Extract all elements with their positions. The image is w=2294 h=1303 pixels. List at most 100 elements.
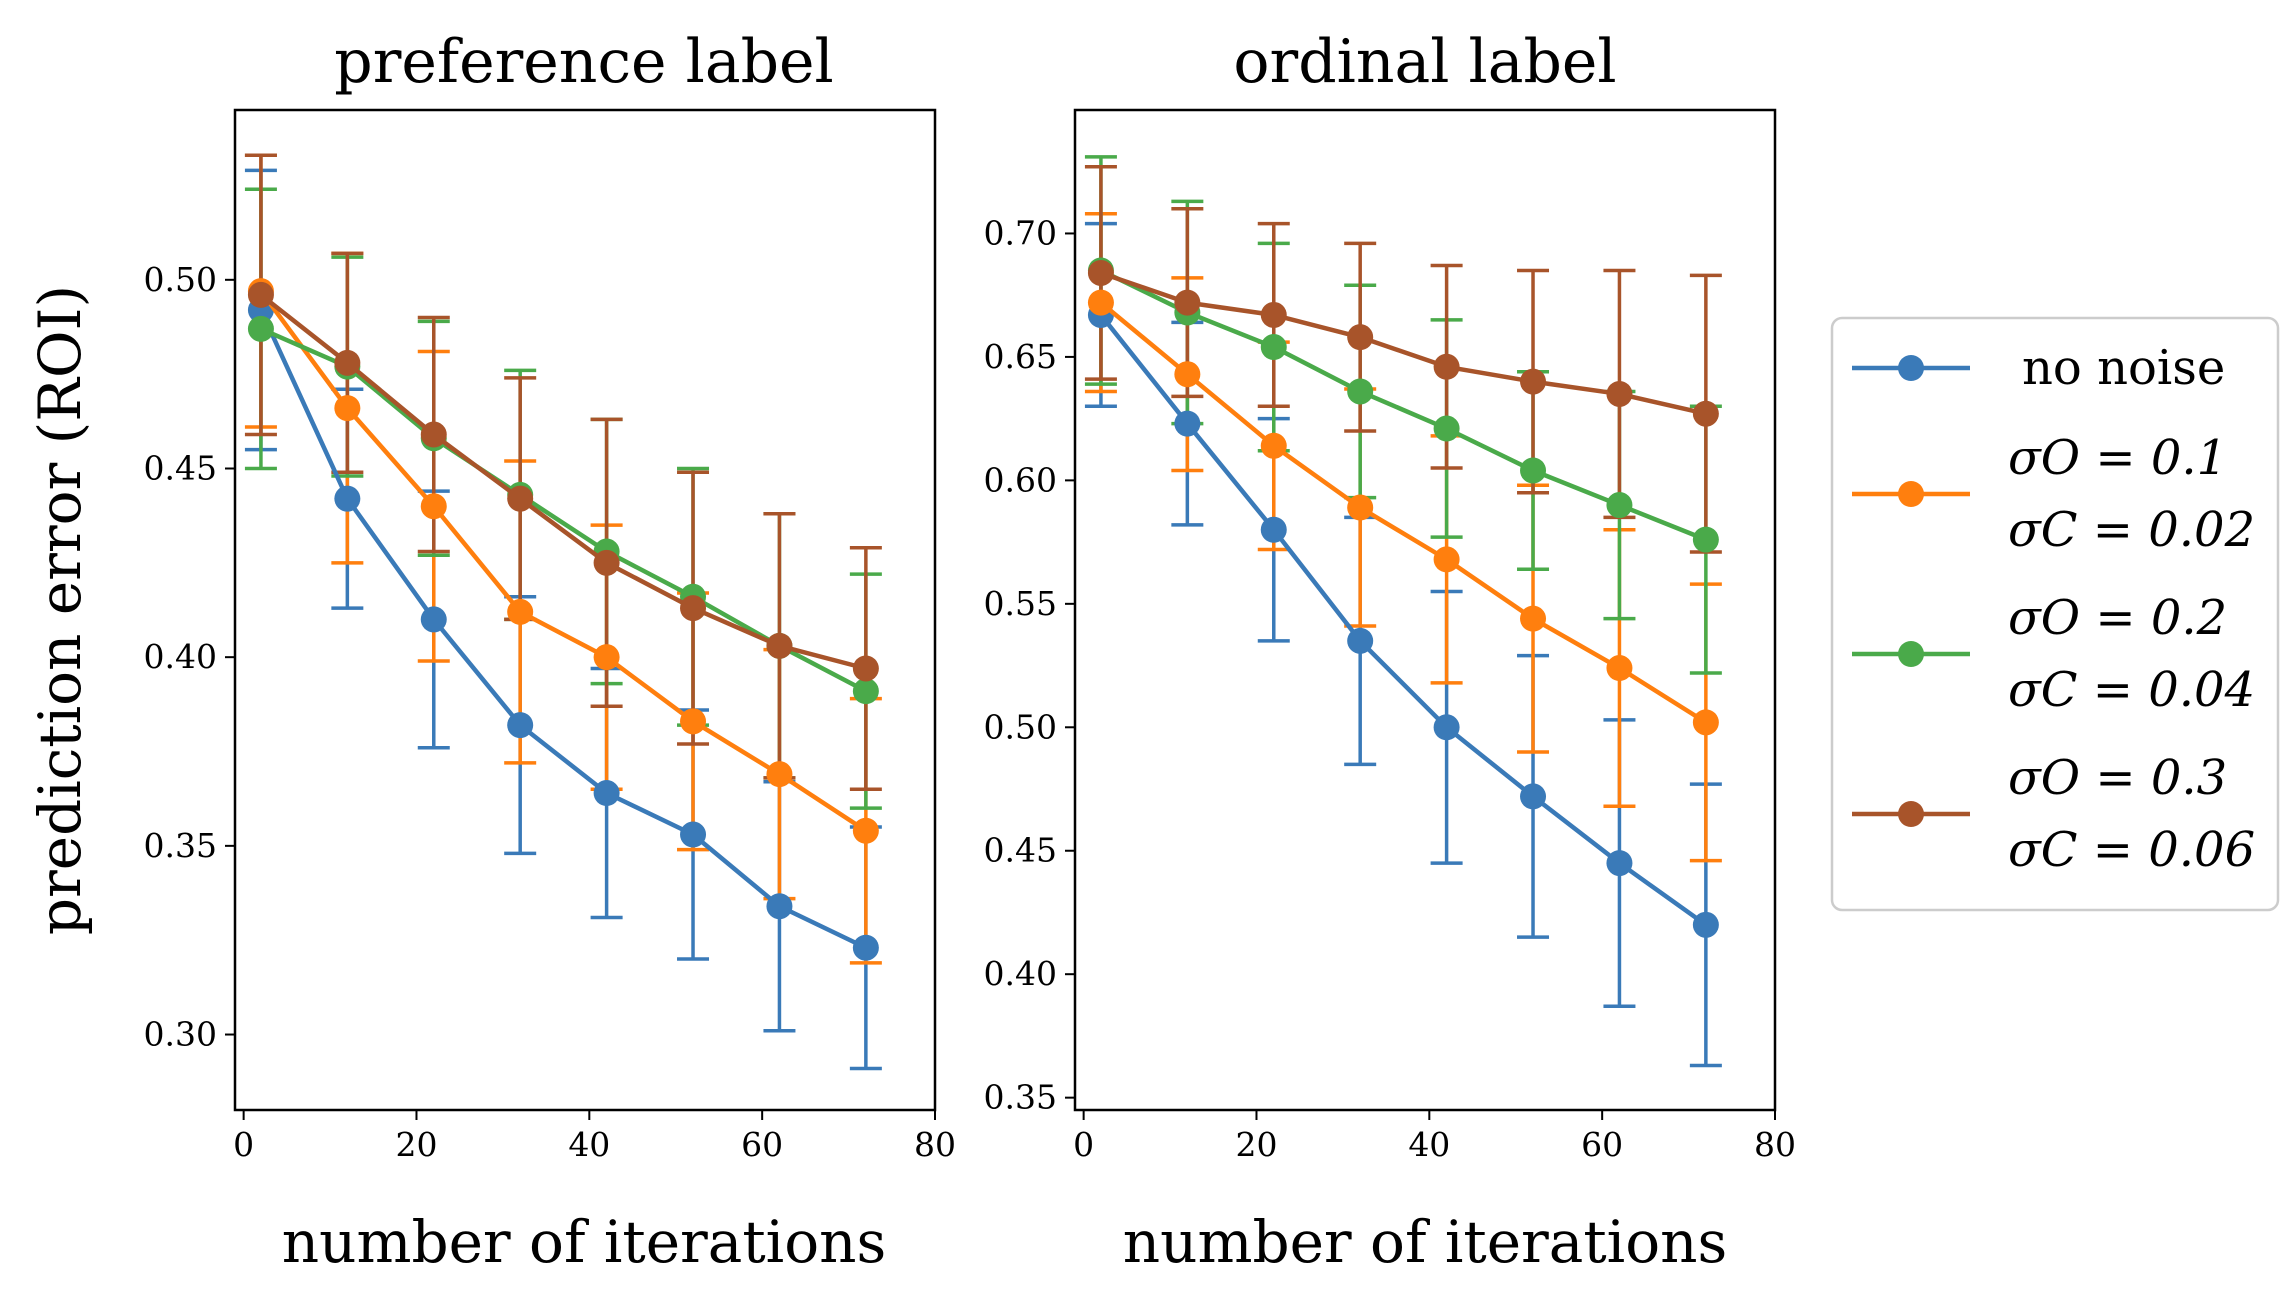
data-point xyxy=(1433,714,1460,741)
data-point xyxy=(1606,655,1633,682)
data-point xyxy=(1260,301,1287,328)
data-point xyxy=(1347,494,1374,521)
data-point xyxy=(1174,361,1201,388)
legend-label-line1: σO = 0.2 xyxy=(2008,590,2227,646)
data-point xyxy=(852,678,879,705)
chart-ordinal-label: ordinal label number of iterations 0 20 40… xyxy=(984,27,1796,1276)
data-point xyxy=(593,549,620,576)
data-point xyxy=(852,934,879,961)
data-point xyxy=(247,315,274,342)
x-tick-label: 40 xyxy=(1408,1125,1450,1164)
legend-label-line2: σC = 0.02 xyxy=(2008,502,2255,558)
data-point xyxy=(1433,546,1460,573)
data-point xyxy=(1347,324,1374,351)
data-point xyxy=(1606,492,1633,519)
data-point xyxy=(766,893,793,920)
data-point xyxy=(593,644,620,671)
y-tick-label: 0.35 xyxy=(984,1078,1057,1117)
data-point xyxy=(1087,289,1114,316)
data-point xyxy=(1174,289,1201,316)
series-line-3 xyxy=(259,293,867,671)
series-1 xyxy=(244,153,882,965)
data-point xyxy=(852,817,879,844)
legend-swatch-marker xyxy=(1898,481,1924,507)
y-tick-label: 0.40 xyxy=(984,954,1057,993)
legend-label-line2: σC = 0.04 xyxy=(2008,662,2255,718)
x-tick-label: 0 xyxy=(1073,1125,1094,1164)
data-point xyxy=(1433,353,1460,380)
data-point xyxy=(852,655,879,682)
series-line-2 xyxy=(1099,268,1707,542)
legend-swatch-marker xyxy=(1898,801,1924,827)
series-3 xyxy=(244,153,882,791)
data-point xyxy=(420,606,447,633)
data-point xyxy=(420,493,447,520)
legend: no noise σO = 0.1 σC = 0.02 σO = 0.2 σC = 0.… xyxy=(1830,316,2280,912)
data-point xyxy=(1692,400,1719,427)
axes-frame xyxy=(1073,108,1777,1112)
plot-area-preference: 0 20 40 60 80 0.30 0.35 0.40 0.45 0.50 xyxy=(144,108,956,1164)
series-line-3 xyxy=(1100,270,1707,416)
data-point xyxy=(1606,850,1633,877)
series-0 xyxy=(244,168,882,1071)
x-tick-label: 20 xyxy=(395,1125,437,1164)
data-point xyxy=(334,485,361,512)
x-tick-label: 60 xyxy=(741,1125,783,1164)
data-point xyxy=(1520,368,1547,395)
axes-frame xyxy=(233,108,937,1112)
data-point xyxy=(766,761,793,788)
data-point xyxy=(1692,709,1719,736)
x-tick-label: 0 xyxy=(233,1125,254,1164)
x-tick-label: 20 xyxy=(1235,1125,1277,1164)
data-point xyxy=(420,421,447,448)
series-line-0 xyxy=(258,309,867,950)
y-tick-label: 0.45 xyxy=(144,448,217,487)
legend-frame xyxy=(1830,316,2280,912)
series-line-0 xyxy=(1099,313,1708,927)
data-point xyxy=(680,821,707,848)
data-point xyxy=(334,395,361,422)
legend-label-line2: σC = 0.06 xyxy=(2008,822,2255,878)
data-point xyxy=(1174,410,1201,437)
legend-label-line1: σO = 0.1 xyxy=(2008,430,2227,486)
y-axis-label: prediction error (ROI) xyxy=(26,285,94,935)
y-tick-label: 0.50 xyxy=(984,707,1057,746)
y-tick-label: 0.60 xyxy=(984,460,1057,499)
data-point xyxy=(1606,380,1633,407)
x-tick-label: 80 xyxy=(914,1125,956,1164)
data-point xyxy=(1260,432,1287,459)
y-tick-label: 0.40 xyxy=(144,637,217,676)
x-axis-label-left: number of iterations xyxy=(282,1208,887,1276)
data-point xyxy=(1087,259,1114,286)
y-tick-label: 0.45 xyxy=(984,831,1057,870)
data-point xyxy=(1520,783,1547,810)
data-point xyxy=(593,780,620,807)
legend-swatch-marker xyxy=(1898,355,1924,381)
y-tick-label: 0.55 xyxy=(984,584,1057,623)
y-tick-label: 0.30 xyxy=(144,1015,217,1054)
data-point xyxy=(1692,526,1719,553)
data-point xyxy=(1347,627,1374,654)
data-point xyxy=(334,349,361,376)
chart-title-preference: preference label xyxy=(334,27,833,97)
legend-label-line1: σO = 0.3 xyxy=(2008,750,2227,806)
data-point xyxy=(1520,605,1547,632)
chart-title-ordinal: ordinal label xyxy=(1233,27,1616,97)
data-point xyxy=(766,632,793,659)
data-point xyxy=(1433,415,1460,442)
legend-swatch-marker xyxy=(1898,641,1924,667)
data-point xyxy=(507,598,534,625)
data-point xyxy=(1260,516,1287,543)
data-point xyxy=(247,281,274,308)
data-point xyxy=(1520,457,1547,484)
data-point xyxy=(680,708,707,735)
y-tick-label: 0.70 xyxy=(984,213,1057,252)
x-tick-label: 40 xyxy=(568,1125,610,1164)
x-tick-label: 60 xyxy=(1581,1125,1623,1164)
plot-area-ordinal: 0 20 40 60 80 0.35 0.40 0.45 0.50 0.55 0.60 0.65 0.7… xyxy=(984,108,1796,1164)
series-line-1 xyxy=(259,289,868,833)
data-point xyxy=(1260,334,1287,361)
series-line-1 xyxy=(1099,300,1708,725)
data-point xyxy=(1692,911,1719,938)
